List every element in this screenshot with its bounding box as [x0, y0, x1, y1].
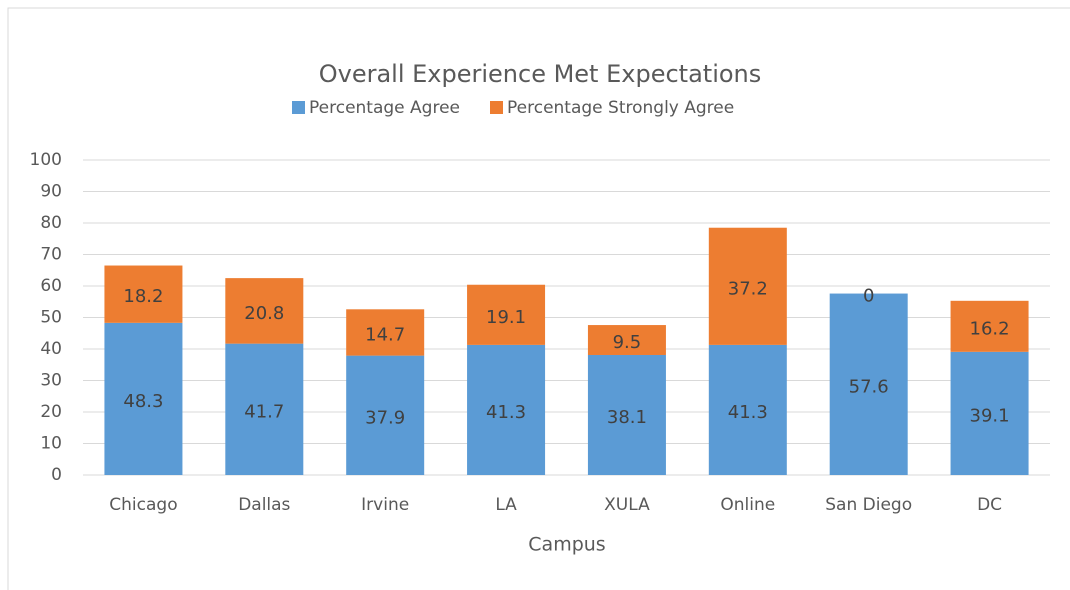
x-tick-label: Dallas [238, 495, 290, 515]
bar-segment [467, 284, 546, 345]
data-label: 37.2 [728, 278, 768, 299]
bar-segment [829, 293, 908, 475]
bar-segment [104, 265, 183, 323]
y-tick-label: 20 [40, 402, 62, 422]
x-axis-label: Campus [528, 534, 605, 556]
y-tick-label: 50 [40, 308, 62, 328]
y-tick-label: 30 [40, 371, 62, 391]
data-label: 39.1 [970, 405, 1010, 426]
data-label: 38.1 [607, 407, 647, 428]
bar-segment [104, 322, 183, 475]
bar-segment [708, 344, 787, 475]
x-tick-label: Irvine [361, 495, 409, 515]
y-tick-label: 80 [40, 213, 62, 233]
y-tick-label: 90 [40, 182, 62, 202]
x-tick-label: San Diego [825, 495, 912, 515]
data-label: 41.3 [728, 402, 768, 423]
bar-segment [346, 309, 425, 356]
bar-segment [950, 351, 1029, 475]
y-tick-label: 10 [40, 434, 62, 454]
bar-segment [587, 354, 666, 475]
y-tick-label: 60 [40, 276, 62, 296]
legend-label: Percentage Strongly Agree [507, 98, 734, 118]
data-label: 18.2 [123, 286, 163, 307]
x-tick-label: Online [720, 495, 775, 515]
chart-title: Overall Experience Met Expectations [319, 60, 762, 88]
bar-segment [225, 278, 304, 344]
x-tick-label: LA [495, 495, 517, 515]
y-tick-label: 70 [40, 245, 62, 265]
y-tick-label: 0 [51, 465, 62, 485]
bar-segment [467, 344, 546, 475]
bar-segment [587, 325, 666, 355]
data-label: 57.6 [849, 376, 889, 397]
data-label: 37.9 [365, 407, 405, 428]
data-label: 16.2 [970, 318, 1010, 339]
y-tick-label: 100 [30, 150, 62, 170]
data-label: 41.7 [244, 401, 284, 422]
legend-swatch [292, 101, 305, 114]
data-label: 19.1 [486, 307, 526, 328]
bar-segment [950, 300, 1029, 352]
data-label: 48.3 [123, 391, 163, 412]
data-label: 20.8 [244, 303, 284, 324]
data-label: 14.7 [365, 324, 405, 345]
y-tick-label: 40 [40, 339, 62, 359]
data-label: 0 [863, 286, 874, 307]
bar-segment [346, 355, 425, 475]
bar-segment [225, 343, 304, 475]
x-tick-label: XULA [604, 495, 650, 515]
data-label: 41.3 [486, 402, 526, 423]
x-tick-label: DC [977, 495, 1002, 515]
legend-swatch [490, 101, 503, 114]
bar-segment [708, 227, 787, 345]
data-label: 9.5 [613, 332, 642, 353]
x-tick-label: Chicago [109, 495, 177, 515]
legend-label: Percentage Agree [309, 98, 460, 118]
